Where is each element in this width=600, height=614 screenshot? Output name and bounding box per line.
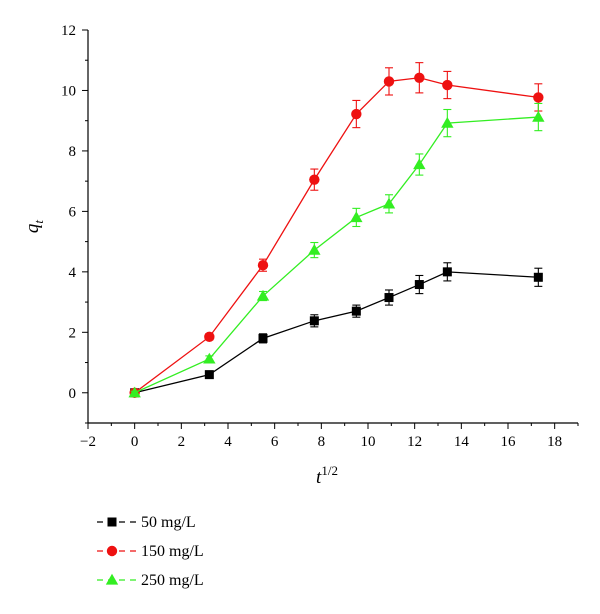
data-point: [128, 386, 141, 398]
y-tick-label: 8: [69, 144, 77, 160]
data-point: [384, 293, 394, 303]
legend-label: 150 mg/L: [141, 543, 204, 560]
series-3: [128, 102, 545, 398]
y-tick-label: 2: [69, 325, 77, 341]
x-tick-label: 4: [224, 434, 232, 450]
legend-marker: [105, 573, 119, 585]
x-tick-label: 14: [454, 434, 470, 450]
y-tick-label: 4: [69, 265, 77, 281]
legend-item: 250 mg/L: [97, 572, 204, 589]
data-point: [351, 306, 361, 316]
y-axis-title: qt: [22, 220, 46, 234]
x-tick-label: −2: [80, 434, 96, 450]
series-line: [134, 271, 539, 394]
x-tick-label: 0: [131, 434, 139, 450]
data-point: [308, 243, 321, 255]
x-tick-label: 12: [407, 434, 422, 450]
legend-label: 250 mg/L: [141, 572, 204, 589]
data-point: [257, 259, 269, 271]
data-point: [414, 280, 424, 290]
legend-item: 150 mg/L: [97, 543, 204, 560]
data-point: [256, 289, 270, 301]
x-tick-label: 6: [271, 434, 279, 450]
series-line: [134, 116, 539, 394]
y-tick-label: 12: [61, 23, 76, 39]
legend-label: 50 mg/L: [141, 514, 196, 531]
chart-legend: 50 mg/L 150 mg/L 250 mg/L: [97, 514, 204, 589]
series-2: [129, 62, 544, 398]
data-point: [413, 158, 426, 170]
x-tick-label: 16: [501, 434, 517, 450]
chart-series: [128, 62, 545, 398]
data-point: [441, 116, 454, 128]
series-1: [130, 262, 543, 398]
data-point: [203, 352, 216, 364]
data-point: [309, 316, 319, 326]
x-tick-label: 8: [318, 434, 326, 450]
data-point: [351, 108, 362, 120]
data-point: [204, 370, 214, 380]
data-point: [204, 331, 215, 343]
data-point: [350, 211, 363, 223]
x-tick-label: 18: [547, 434, 562, 450]
chart-axes: −2 0 2 4 6 8 10 12 14 16 18 0 2 4 6 8 10 12 t1/2 qt: [22, 23, 579, 488]
data-point: [383, 76, 395, 87]
legend-marker: [106, 545, 118, 557]
legend-item: 50 mg/L: [97, 514, 196, 531]
data-point: [442, 267, 452, 277]
data-point: [533, 92, 544, 103]
legend-marker: [107, 517, 117, 527]
data-point: [414, 72, 425, 83]
data-point: [258, 333, 268, 343]
data-point: [442, 79, 453, 91]
x-tick-label: 2: [178, 434, 186, 450]
y-tick-label: 10: [61, 83, 76, 99]
x-axis-title: t1/2: [316, 463, 338, 488]
data-point: [533, 272, 543, 282]
y-tick-label: 0: [69, 386, 77, 402]
data-point: [532, 110, 545, 122]
x-tick-label: 10: [361, 434, 376, 450]
data-point: [309, 174, 320, 185]
y-tick-label: 6: [69, 204, 77, 220]
series-line: [134, 77, 539, 394]
data-point: [382, 197, 396, 209]
